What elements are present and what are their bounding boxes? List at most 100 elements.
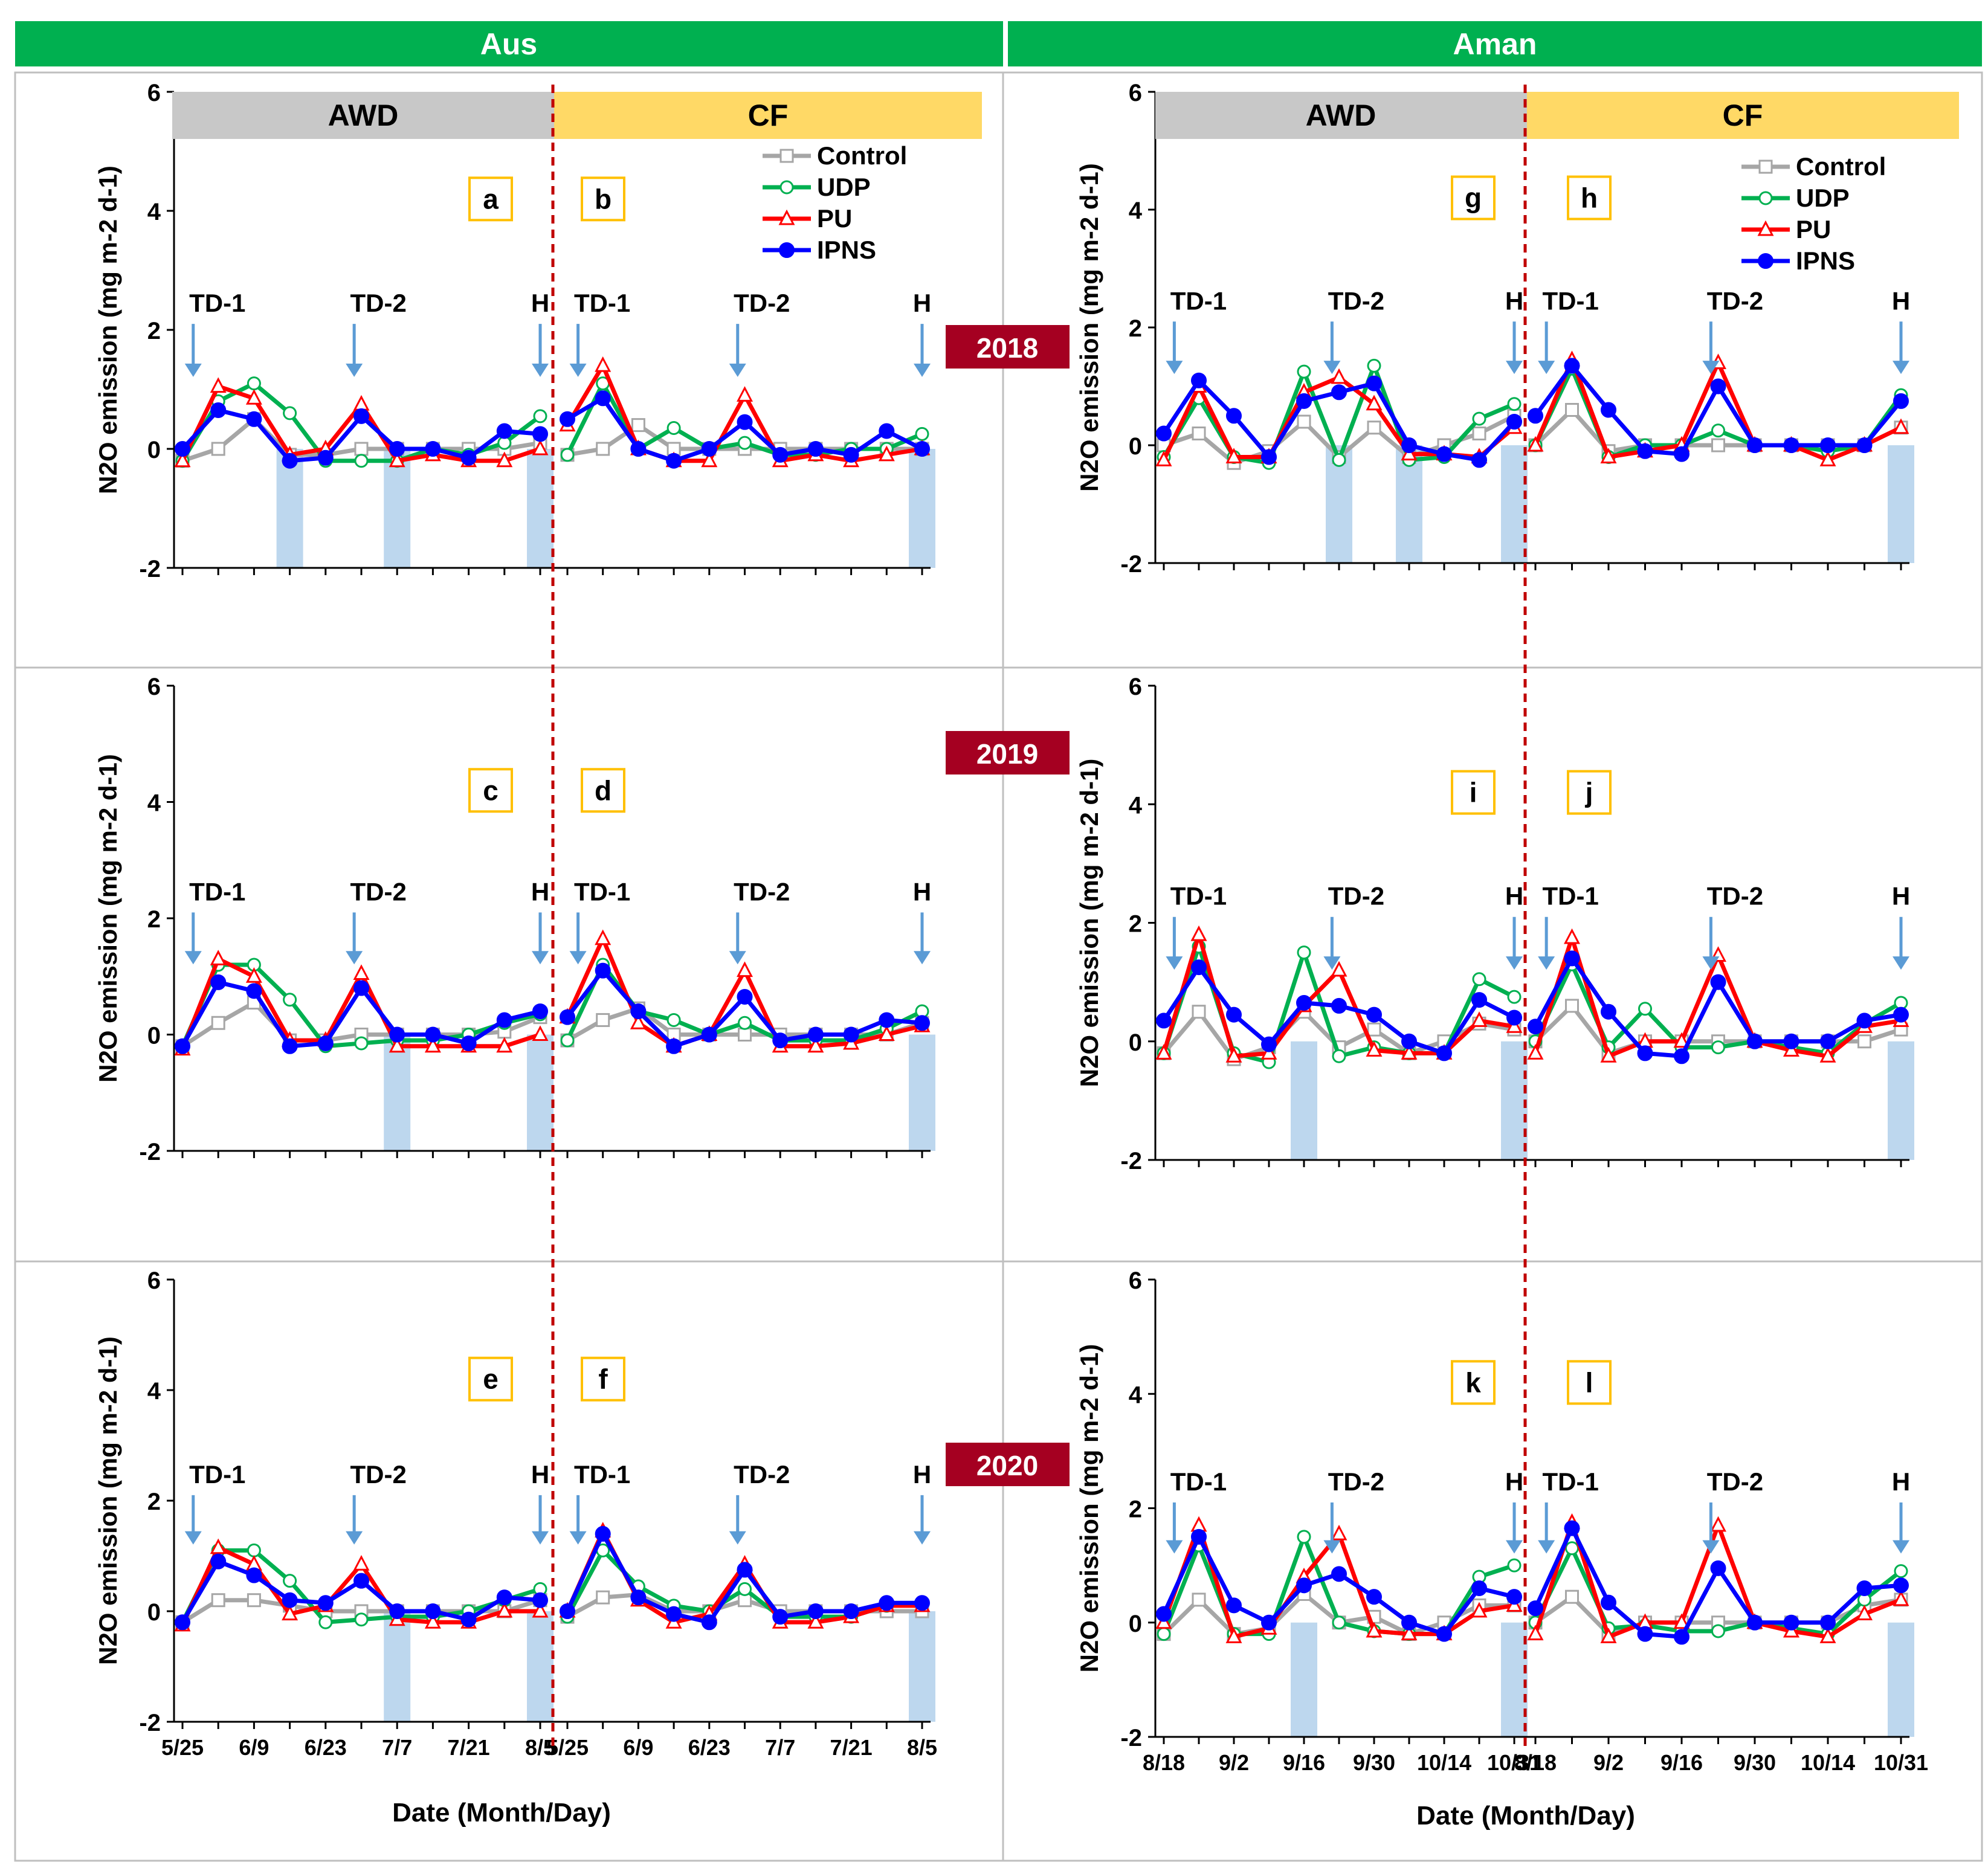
- data-point: [1471, 992, 1487, 1008]
- data-point: [878, 1025, 895, 1041]
- data-point: [1506, 414, 1522, 430]
- data-point: [772, 1032, 789, 1049]
- data-point: [496, 1602, 513, 1618]
- data-point: [1471, 1011, 1488, 1027]
- shade-cf-0: [909, 1611, 935, 1722]
- data-point: [1673, 1032, 1690, 1048]
- y-tick-label: 0: [1129, 1029, 1142, 1056]
- data-point: [1472, 972, 1486, 987]
- data-point: [1783, 1041, 1799, 1057]
- series-ipns: [1156, 1520, 1909, 1645]
- y-tick-label: 6: [1129, 80, 1142, 106]
- data-point: [1819, 451, 1836, 466]
- data-point: [1471, 452, 1487, 468]
- data-point: [737, 961, 753, 977]
- panel-frame: [14, 71, 1983, 1862]
- event-arrow-head: [1166, 361, 1183, 375]
- data-point: [701, 1026, 717, 1043]
- panel-label-box: [581, 176, 625, 222]
- data-point: [1710, 974, 1726, 990]
- data-point: [1564, 1520, 1580, 1536]
- data-point: [533, 409, 547, 423]
- data-point: [843, 446, 859, 463]
- legend-marker-pu: [1757, 220, 1774, 236]
- legend-label-udp: UDP: [817, 173, 871, 201]
- x-tick-label: 7/21: [830, 1735, 873, 1760]
- data-point: [1436, 1045, 1452, 1061]
- legend-label-ipns: IPNS: [817, 236, 876, 264]
- data-point: [1601, 402, 1616, 418]
- data-point: [460, 449, 477, 466]
- event-arrow-head: [914, 951, 931, 965]
- data-point: [1783, 437, 1799, 453]
- x-tick-label: 9/2: [1219, 1750, 1249, 1775]
- event-label: H: [1505, 882, 1523, 910]
- y-tick-label: 2: [147, 1489, 161, 1515]
- data-point: [496, 1589, 512, 1606]
- data-point: [496, 423, 512, 439]
- data-point: [737, 1562, 753, 1578]
- data-point: [666, 1606, 682, 1622]
- y-tick-label: 6: [147, 80, 161, 106]
- x-tick-label: 10/14: [1801, 1750, 1855, 1775]
- y-tick-label: 2: [147, 318, 161, 344]
- data-point: [595, 1525, 611, 1542]
- data-point: [1366, 1041, 1383, 1057]
- data-point: [1436, 1626, 1452, 1642]
- x-tick-label: 10/14: [1417, 1750, 1471, 1775]
- data-point: [1894, 1564, 1908, 1579]
- x-tick-label: 8/5: [907, 1735, 937, 1760]
- panel-label: h: [1581, 182, 1598, 214]
- event-label: TD-1: [1170, 882, 1227, 910]
- event-arrow-head: [1702, 1540, 1720, 1554]
- data-point: [1857, 1034, 1871, 1049]
- data-point: [354, 1036, 369, 1051]
- event-arrow-head: [1506, 361, 1523, 375]
- panel-label-box: [581, 1356, 625, 1402]
- chart-aus-2018: -2 0 2 4 6 N2O emission (mg m-2 d-1) TD-1 TD-2 H…: [94, 80, 935, 582]
- data-point: [532, 439, 549, 456]
- y-tick-label: 2: [1129, 1496, 1142, 1523]
- data-point: [1601, 1003, 1616, 1020]
- x-tick-label: 6/23: [305, 1735, 347, 1760]
- event-arrow-head: [1166, 956, 1183, 970]
- data-point: [737, 414, 753, 430]
- data-point: [424, 1037, 441, 1053]
- data-point: [1155, 1044, 1172, 1060]
- y-tick-label: 0: [1129, 433, 1142, 460]
- shade-awd-0: [1291, 1041, 1317, 1160]
- y-tick-label: 6: [1129, 674, 1142, 700]
- data-point: [1332, 452, 1346, 467]
- shade-awd-1: [1501, 1041, 1528, 1160]
- data-point: [210, 1553, 227, 1570]
- legend-marker-udp: [1758, 191, 1773, 205]
- data-point: [1226, 1597, 1242, 1614]
- data-point: [1711, 1040, 1725, 1055]
- legend-label-pu: PU: [1796, 215, 1831, 243]
- event-arrow-head: [1506, 956, 1523, 970]
- data-point: [1507, 397, 1522, 411]
- data-point: [596, 1590, 610, 1605]
- data-point: [914, 1015, 930, 1031]
- data-point: [1225, 1047, 1242, 1063]
- data-point: [283, 1574, 297, 1588]
- data-point: [1436, 446, 1452, 462]
- data-point: [843, 1603, 859, 1619]
- event-label: H: [1505, 1467, 1523, 1496]
- y-tick-label: -2: [139, 1710, 161, 1736]
- event-label: TD-2: [350, 877, 406, 906]
- cf-header-aman: [1527, 92, 1959, 139]
- y-tick-label: 6: [147, 1267, 161, 1294]
- panel-label: j: [1585, 777, 1593, 808]
- data-point: [353, 394, 370, 411]
- data-point: [460, 1035, 477, 1051]
- data-point: [772, 1609, 789, 1625]
- panel-label: e: [483, 1364, 499, 1395]
- x-tick-label: 9/16: [1660, 1750, 1703, 1775]
- data-point: [1600, 1628, 1617, 1643]
- event-arrow-head: [1893, 1540, 1909, 1554]
- shade-awd-0: [384, 1611, 411, 1722]
- data-point: [879, 1595, 895, 1611]
- data-point: [701, 441, 717, 457]
